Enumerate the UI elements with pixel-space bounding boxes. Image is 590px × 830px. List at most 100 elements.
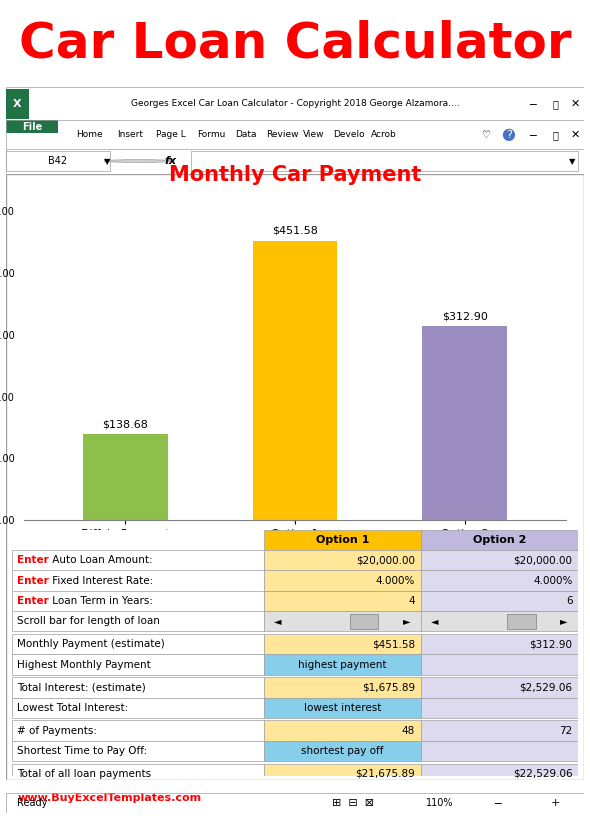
Text: Fixed Interest Rate:: Fixed Interest Rate: bbox=[48, 575, 153, 585]
Bar bbox=[421, 764, 578, 784]
Text: Acrob: Acrob bbox=[371, 130, 396, 139]
Text: Total of all loan payments: Total of all loan payments bbox=[18, 769, 152, 779]
Bar bbox=[12, 570, 264, 591]
Text: Ready: Ready bbox=[18, 798, 48, 808]
Text: ⬜: ⬜ bbox=[552, 129, 558, 140]
Text: 72: 72 bbox=[559, 725, 572, 735]
Text: ◄: ◄ bbox=[274, 617, 282, 627]
Bar bbox=[264, 740, 421, 761]
Text: ◄: ◄ bbox=[431, 617, 438, 627]
Text: lowest interest: lowest interest bbox=[304, 703, 381, 713]
Bar bbox=[12, 570, 264, 591]
Bar bbox=[12, 550, 264, 570]
Bar bbox=[12, 654, 264, 675]
Bar bbox=[264, 550, 421, 570]
Bar bbox=[6, 87, 38, 120]
Text: $20,000.00: $20,000.00 bbox=[513, 555, 572, 565]
Text: Enter: Enter bbox=[18, 575, 49, 585]
Bar bbox=[421, 570, 578, 591]
Text: Option 1: Option 1 bbox=[316, 535, 369, 544]
Text: Car Loan Calculator: Car Loan Calculator bbox=[19, 20, 571, 67]
Text: $2,529.06: $2,529.06 bbox=[520, 682, 572, 692]
Text: $138.68: $138.68 bbox=[103, 419, 148, 429]
Text: Enter: Enter bbox=[18, 555, 49, 565]
Text: $20,000.00: $20,000.00 bbox=[356, 555, 415, 565]
Bar bbox=[12, 697, 264, 718]
Bar bbox=[421, 611, 578, 632]
Bar bbox=[6, 120, 58, 134]
Bar bbox=[12, 720, 264, 740]
Text: ►: ► bbox=[403, 617, 410, 627]
Bar bbox=[12, 550, 264, 570]
Bar bbox=[421, 550, 578, 570]
Text: Enter: Enter bbox=[18, 596, 49, 606]
Bar bbox=[421, 591, 578, 611]
Text: Highest Monthly Payment: Highest Monthly Payment bbox=[18, 660, 151, 670]
Bar bbox=[191, 150, 578, 172]
Bar bbox=[264, 591, 421, 611]
Text: ✕: ✕ bbox=[571, 99, 580, 109]
Bar bbox=[264, 570, 421, 591]
Text: Monthly Payment (estimate): Monthly Payment (estimate) bbox=[18, 639, 165, 649]
Bar bbox=[12, 740, 264, 761]
Bar bbox=[12, 611, 264, 632]
Text: ⊞  ⊟  ⊠: ⊞ ⊟ ⊠ bbox=[332, 798, 374, 808]
Circle shape bbox=[104, 159, 173, 163]
Text: Data: Data bbox=[235, 130, 257, 139]
Text: ─: ─ bbox=[529, 129, 536, 140]
Text: Home: Home bbox=[77, 130, 103, 139]
Bar bbox=[421, 740, 578, 761]
Text: $451.58: $451.58 bbox=[272, 226, 318, 236]
Text: ▼: ▼ bbox=[104, 157, 110, 165]
Bar bbox=[264, 530, 421, 550]
Bar bbox=[253, 241, 337, 520]
Bar bbox=[83, 434, 168, 520]
Bar bbox=[421, 677, 578, 697]
Text: ─: ─ bbox=[529, 99, 536, 109]
Text: ✕: ✕ bbox=[571, 129, 580, 140]
Text: ─: ─ bbox=[494, 798, 501, 808]
Bar bbox=[12, 591, 264, 611]
Bar bbox=[421, 654, 578, 675]
Text: $451.58: $451.58 bbox=[372, 639, 415, 649]
Text: $312.90: $312.90 bbox=[442, 311, 487, 321]
Bar bbox=[12, 530, 264, 550]
Text: ►: ► bbox=[560, 617, 568, 627]
Text: ✕: ✕ bbox=[11, 99, 19, 109]
Bar bbox=[264, 654, 421, 675]
Text: Shortest Time to Pay Off:: Shortest Time to Pay Off: bbox=[18, 746, 148, 756]
Text: File: File bbox=[22, 122, 42, 132]
Bar bbox=[350, 613, 378, 629]
Bar bbox=[264, 697, 421, 718]
Text: 4: 4 bbox=[408, 596, 415, 606]
Text: 48: 48 bbox=[402, 725, 415, 735]
Text: B42: B42 bbox=[48, 156, 67, 166]
Text: Formu: Formu bbox=[197, 130, 225, 139]
Text: X: X bbox=[13, 99, 22, 109]
Text: $312.90: $312.90 bbox=[530, 639, 572, 649]
Text: ♡: ♡ bbox=[481, 129, 490, 140]
Bar bbox=[264, 720, 421, 740]
Bar bbox=[421, 634, 578, 654]
Text: Lowest Total Interest:: Lowest Total Interest: bbox=[18, 703, 129, 713]
Text: $1,675.89: $1,675.89 bbox=[362, 682, 415, 692]
Text: Review: Review bbox=[266, 130, 299, 139]
Text: Georges Excel Car Loan Calculator - Copyright 2018 George Alzamora....: Georges Excel Car Loan Calculator - Copy… bbox=[131, 100, 459, 108]
Bar bbox=[12, 634, 264, 654]
Title: Monthly Car Payment: Monthly Car Payment bbox=[169, 165, 421, 185]
Bar bbox=[264, 634, 421, 654]
Text: 110%: 110% bbox=[426, 798, 453, 808]
Bar bbox=[264, 764, 421, 784]
Text: $21,675.89: $21,675.89 bbox=[355, 769, 415, 779]
Text: fx: fx bbox=[165, 156, 176, 166]
Text: Auto Loan Amount:: Auto Loan Amount: bbox=[48, 555, 152, 565]
Text: $22,529.06: $22,529.06 bbox=[513, 769, 572, 779]
Bar bbox=[12, 764, 264, 784]
Text: Develo: Develo bbox=[333, 130, 365, 139]
Text: Option 2: Option 2 bbox=[473, 535, 526, 544]
Text: Page L: Page L bbox=[156, 130, 186, 139]
Bar bbox=[6, 89, 29, 119]
Text: # of Payments:: # of Payments: bbox=[18, 725, 97, 735]
Text: ▼: ▼ bbox=[569, 157, 575, 165]
Text: +: + bbox=[550, 798, 560, 808]
